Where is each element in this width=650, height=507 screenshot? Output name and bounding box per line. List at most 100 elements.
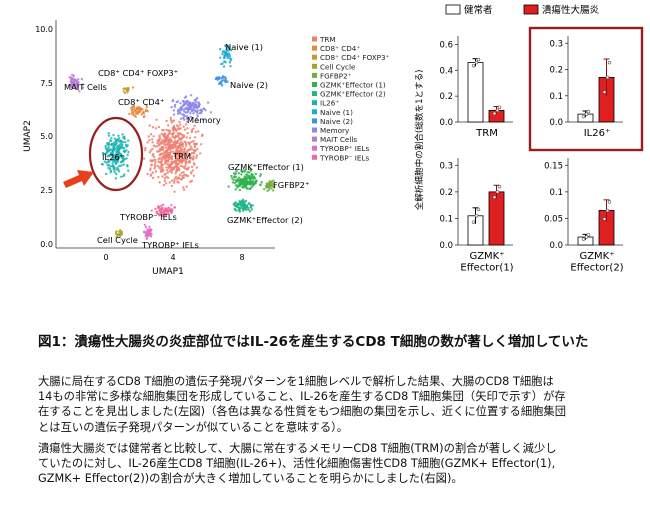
umap-point: [172, 125, 176, 128]
umap-point: [194, 131, 197, 134]
umap-point: [108, 154, 111, 158]
legend-label: TYROBP⁺ IELs: [319, 144, 369, 153]
umap-point: [215, 76, 218, 80]
umap-point: [136, 107, 139, 111]
umap-point: [151, 176, 155, 180]
umap-point: [179, 155, 182, 158]
bar-y-tick-label: 0.1: [439, 214, 453, 224]
umap-point: [166, 163, 169, 166]
umap-point: [121, 133, 124, 136]
umap-point: [117, 170, 121, 173]
umap-point: [151, 147, 154, 151]
umap-point: [228, 53, 231, 57]
umap-point: [250, 172, 253, 176]
label-il26: IL26⁺: [102, 152, 124, 162]
umap-point: [222, 65, 226, 68]
umap-point: [123, 91, 127, 95]
umap-point: [191, 117, 194, 120]
bar-panel-label: GZMK⁺: [579, 251, 614, 262]
umap-point: [185, 168, 189, 171]
umap-point: [250, 208, 253, 211]
umap-point: [170, 106, 173, 109]
umap-point: [120, 145, 124, 148]
umap-point: [107, 164, 111, 167]
umap-point: [171, 160, 175, 164]
umap-point: [175, 124, 179, 127]
umap-point: [184, 102, 187, 106]
umap-point: [122, 163, 125, 166]
legend-label: GZMK⁺Effector (1): [320, 81, 386, 90]
umap-point: [190, 130, 193, 134]
label-trm: TRM: [172, 151, 191, 161]
umap-y-tick: 7.5: [40, 79, 53, 88]
umap-point: [114, 143, 117, 146]
umap-point: [270, 187, 273, 190]
umap-point: [170, 204, 173, 207]
umap-point: [193, 142, 196, 145]
umap-point: [168, 132, 171, 135]
umap-point: [164, 143, 167, 147]
umap-point: [179, 164, 182, 167]
umap-point: [265, 182, 269, 185]
umap-point: [170, 140, 173, 144]
umap-point: [188, 101, 191, 105]
umap-point: [221, 50, 225, 53]
umap-point: [119, 146, 122, 150]
umap-point: [142, 112, 146, 115]
umap-x-tick: 0: [103, 253, 108, 262]
umap-point: [167, 206, 171, 209]
umap-point: [179, 143, 182, 146]
umap-point: [157, 143, 161, 146]
umap-point: [245, 205, 248, 209]
umap-y-axis-title: UMAP2: [23, 120, 33, 152]
replicate-point: [476, 207, 481, 212]
legend-uc-label: 潰瘍性大腸炎: [542, 4, 600, 16]
umap-point: [184, 151, 188, 154]
umap-point: [190, 172, 193, 175]
paragraph-line: GZMK+ Effector(2))の割合が大きく増加していることを明らかにしま…: [38, 472, 463, 486]
umap-point: [196, 112, 199, 115]
umap-point: [149, 149, 152, 152]
umap-point: [145, 105, 148, 109]
umap-point: [197, 130, 200, 133]
replicate-point: [492, 111, 497, 116]
umap-point: [184, 144, 188, 147]
umap-point: [234, 188, 237, 191]
umap-point: [173, 190, 176, 193]
replicate-point: [471, 63, 476, 68]
umap-point: [262, 188, 266, 191]
umap-point: [183, 147, 187, 150]
umap-point: [173, 139, 177, 142]
umap-point: [148, 225, 151, 229]
umap-point: [164, 146, 168, 149]
replicate-point: [602, 90, 607, 94]
umap-point: [241, 202, 245, 205]
umap-point: [193, 145, 197, 149]
umap-point: [271, 182, 275, 186]
umap-point: [117, 148, 120, 151]
umap-point: [125, 157, 128, 160]
legend-swatch: [312, 145, 317, 151]
umap-point: [112, 165, 115, 168]
umap-point: [224, 52, 227, 56]
umap-point: [108, 148, 112, 151]
umap-point: [116, 234, 120, 237]
umap-point: [173, 128, 176, 131]
legend-swatch: [312, 127, 317, 133]
bar-y-axis-title: 全解析細胞中の割合(総数を1とする): [413, 70, 425, 211]
umap-point: [127, 169, 130, 172]
umap-point: [225, 48, 229, 52]
umap-point: [125, 149, 128, 152]
legend-swatch: [312, 109, 317, 115]
umap-point: [168, 181, 171, 184]
umap-point: [127, 88, 130, 92]
label-naive2: Naive (2): [230, 80, 268, 90]
bar-y-tick-label: 0.1: [549, 188, 563, 198]
umap-point: [199, 109, 202, 112]
umap-point: [148, 233, 152, 236]
umap-point: [134, 108, 137, 112]
umap-point: [191, 169, 194, 172]
bar-y-tick-label: 0.0: [549, 118, 563, 128]
umap-point: [157, 160, 160, 163]
umap-y-tick: 0.0: [40, 240, 53, 249]
